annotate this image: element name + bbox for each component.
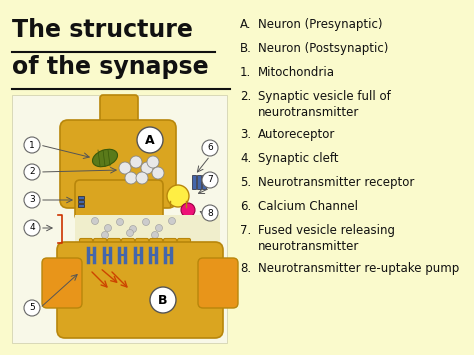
Circle shape (104, 224, 111, 231)
Circle shape (152, 167, 164, 179)
Text: A: A (145, 133, 155, 147)
Text: Neuron (Postsynaptic): Neuron (Postsynaptic) (258, 42, 388, 55)
Circle shape (24, 300, 40, 316)
Text: 1.: 1. (240, 66, 251, 79)
Text: 3: 3 (29, 196, 35, 204)
Circle shape (202, 172, 218, 188)
Text: The structure: The structure (12, 18, 193, 42)
Text: Fused vesicle releasing
neurotransmitter: Fused vesicle releasing neurotransmitter (258, 224, 395, 253)
Text: 5: 5 (29, 304, 35, 312)
Circle shape (101, 231, 109, 239)
Text: Mitochondria: Mitochondria (258, 66, 335, 79)
Circle shape (119, 162, 131, 174)
Text: B: B (158, 294, 168, 306)
Text: Synaptic vesicle full of
neurotransmitter: Synaptic vesicle full of neurotransmitte… (258, 90, 391, 120)
FancyBboxPatch shape (100, 95, 138, 141)
Text: 7: 7 (207, 175, 213, 185)
Circle shape (137, 127, 163, 153)
Circle shape (117, 218, 124, 225)
Text: of the synapse: of the synapse (12, 55, 209, 79)
Circle shape (147, 156, 159, 168)
FancyBboxPatch shape (198, 258, 238, 308)
Text: 1: 1 (29, 141, 35, 149)
Text: 6: 6 (207, 143, 213, 153)
Circle shape (202, 140, 218, 156)
Circle shape (181, 203, 195, 217)
Circle shape (168, 218, 175, 224)
Text: 3.: 3. (240, 128, 251, 141)
FancyBboxPatch shape (42, 258, 82, 308)
Bar (78, 204, 84, 207)
Text: A.: A. (240, 18, 252, 31)
Circle shape (155, 224, 163, 231)
Circle shape (143, 218, 149, 225)
Bar (202, 175, 206, 189)
Circle shape (136, 172, 148, 184)
Bar (78, 200, 84, 203)
FancyBboxPatch shape (121, 239, 135, 256)
Text: Neurotransmitter receptor: Neurotransmitter receptor (258, 176, 414, 189)
Text: 7.: 7. (240, 224, 251, 237)
Text: 2.: 2. (240, 90, 251, 103)
Text: Autoreceptor: Autoreceptor (258, 128, 336, 141)
FancyBboxPatch shape (177, 239, 191, 256)
Circle shape (150, 287, 176, 313)
Text: Neurotransmitter re-uptake pump: Neurotransmitter re-uptake pump (258, 262, 459, 275)
Text: 8.: 8. (240, 262, 251, 275)
FancyBboxPatch shape (60, 120, 176, 208)
Text: 5.: 5. (240, 176, 251, 189)
FancyBboxPatch shape (57, 242, 223, 338)
FancyBboxPatch shape (75, 180, 163, 220)
Text: Calcium Channel: Calcium Channel (258, 200, 358, 213)
Circle shape (24, 192, 40, 208)
Text: B.: B. (240, 42, 252, 55)
FancyBboxPatch shape (164, 239, 176, 256)
FancyBboxPatch shape (93, 239, 107, 256)
Text: 6.: 6. (240, 200, 251, 213)
Circle shape (152, 231, 158, 239)
Ellipse shape (92, 149, 118, 167)
Text: 4.: 4. (240, 152, 251, 165)
Bar (78, 196, 84, 199)
Text: 2: 2 (29, 168, 35, 176)
Text: 4: 4 (29, 224, 35, 233)
Bar (12, 95, 227, 343)
FancyBboxPatch shape (108, 239, 120, 256)
Circle shape (130, 156, 142, 168)
Circle shape (129, 225, 137, 233)
Circle shape (91, 218, 99, 224)
Text: Synaptic cleft: Synaptic cleft (258, 152, 338, 165)
Circle shape (24, 164, 40, 180)
FancyBboxPatch shape (80, 239, 92, 256)
Text: 8: 8 (207, 208, 213, 218)
Bar (75, 215, 220, 243)
Circle shape (167, 185, 189, 207)
Text: Neuron (Presynaptic): Neuron (Presynaptic) (258, 18, 383, 31)
Circle shape (24, 220, 40, 236)
Bar (192, 175, 196, 189)
Circle shape (127, 229, 134, 236)
Circle shape (125, 172, 137, 184)
Circle shape (202, 205, 218, 221)
Circle shape (141, 162, 153, 174)
Circle shape (24, 137, 40, 153)
FancyBboxPatch shape (136, 239, 148, 256)
FancyBboxPatch shape (149, 239, 163, 256)
Bar (197, 175, 201, 189)
